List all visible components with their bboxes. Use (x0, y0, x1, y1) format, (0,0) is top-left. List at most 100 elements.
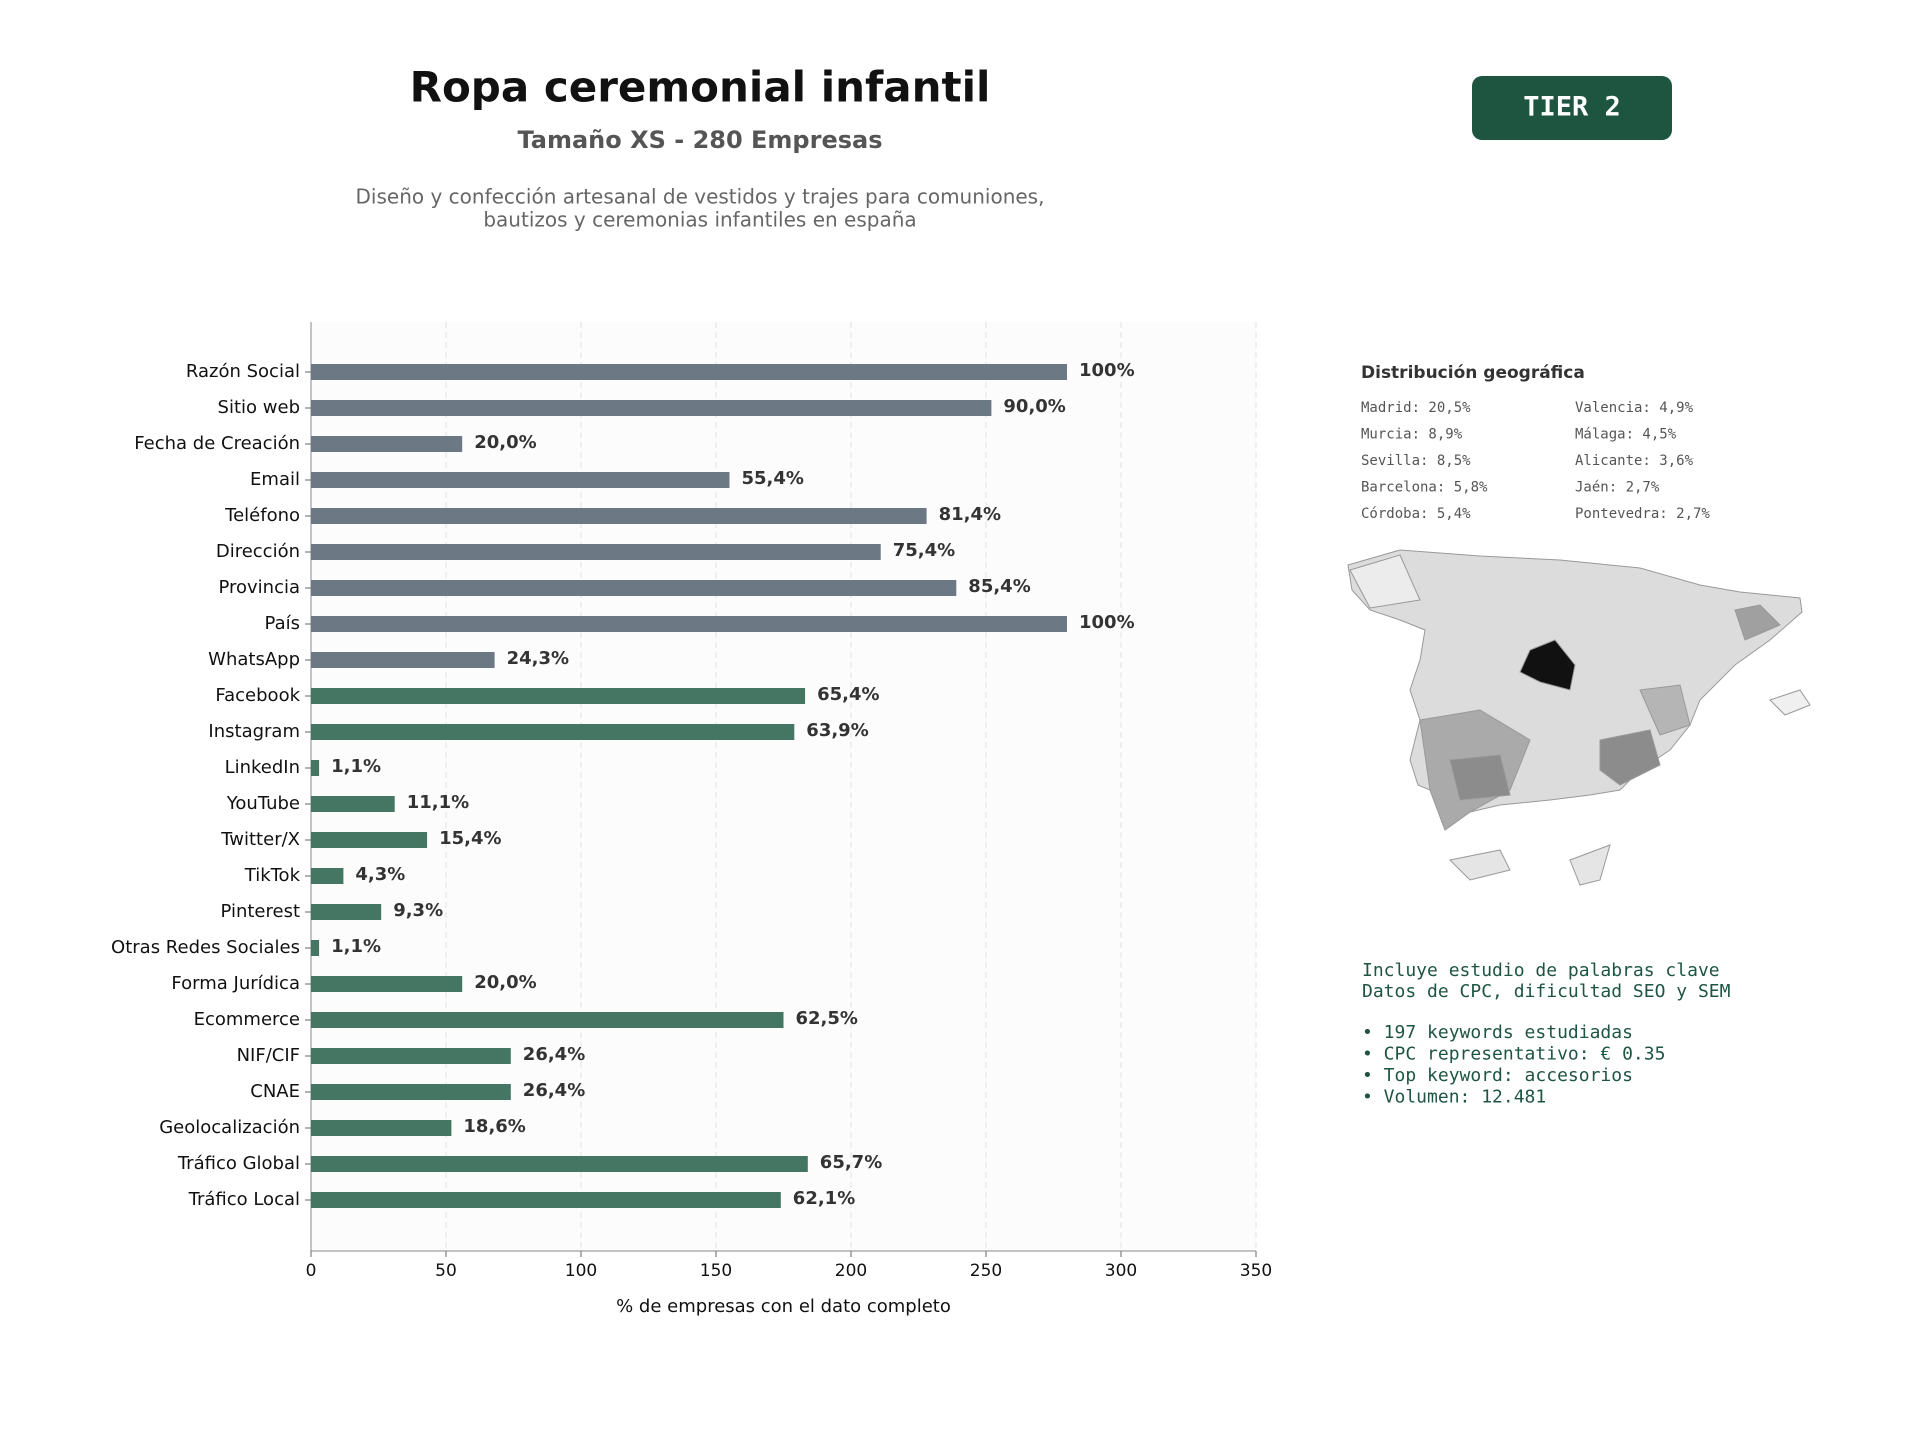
geo-item: Madrid: 20,5% (1361, 400, 1471, 416)
region (1449, 754, 1511, 801)
keywords-bullet: • Top keyword: accesorios (1362, 1065, 1633, 1086)
keywords-bullet: • Volumen: 12.481 (1362, 1087, 1546, 1108)
bar (311, 1084, 511, 1100)
keywords-bullet: • 197 keywords estudiadas (1362, 1022, 1633, 1043)
value-label: 65,4% (817, 684, 879, 705)
x-axis-label: % de empresas con el dato completo (616, 1296, 951, 1317)
y-tick-label: WhatsApp (208, 649, 300, 670)
y-tick-label: Email (250, 469, 300, 490)
value-label: 4,3% (355, 864, 405, 885)
x-tick-label: 50 (435, 1261, 457, 1281)
value-label: 9,3% (393, 900, 443, 921)
y-tick-label: Facebook (215, 685, 300, 706)
value-label: 100% (1079, 360, 1135, 381)
bar (311, 652, 495, 668)
y-tick-label: NIF/CIF (237, 1045, 300, 1066)
y-tick-label: Instagram (208, 721, 300, 742)
value-label: 62,1% (793, 1188, 855, 1209)
y-tick-label: Teléfono (224, 505, 300, 526)
region (1639, 684, 1691, 736)
value-label: 1,1% (331, 936, 381, 957)
bar (311, 760, 320, 776)
y-tick-label: CNAE (250, 1081, 300, 1102)
bar (311, 1012, 784, 1028)
value-label: 11,1% (407, 792, 469, 813)
y-tick-label: Ecommerce (194, 1009, 300, 1030)
bar (311, 508, 927, 524)
bar (311, 544, 881, 560)
bar (311, 364, 1067, 380)
y-tick-label: Pinterest (220, 901, 300, 922)
value-label: 15,4% (439, 828, 501, 849)
value-label: 85,4% (968, 576, 1030, 597)
y-tick-label: YouTube (226, 793, 300, 814)
geo-item: Valencia: 4,9% (1575, 400, 1694, 416)
value-label: 26,4% (523, 1044, 585, 1065)
islands (1448, 844, 1611, 886)
map (1347, 549, 1811, 886)
y-tick-label: Dirección (216, 541, 300, 562)
bar (311, 1120, 452, 1136)
keywords-intro: Incluye estudio de palabras clave (1362, 960, 1720, 981)
bar (311, 832, 428, 848)
bar (311, 400, 992, 416)
y-tick-label: LinkedIn (225, 757, 300, 778)
y-tick-label: Forma Jurídica (171, 973, 300, 994)
geo-item: Sevilla: 8,5% (1361, 453, 1471, 469)
badge-bg (1472, 76, 1672, 140)
value-label: 63,9% (806, 720, 868, 741)
bar (311, 616, 1067, 632)
value-label: 1,1% (331, 756, 381, 777)
value-label: 65,7% (820, 1152, 882, 1173)
bar (311, 688, 806, 704)
region (1519, 639, 1576, 691)
badge: TIER 2 (1523, 92, 1621, 123)
x-tick-label: 0 (306, 1261, 317, 1281)
bar (311, 940, 320, 956)
bar (311, 868, 344, 884)
value-label: 26,4% (523, 1080, 585, 1101)
x-tick-label: 350 (1240, 1261, 1272, 1281)
value-label: 81,4% (939, 504, 1001, 525)
bar (311, 724, 795, 740)
keywords-intro: Datos de CPC, dificultad SEO y SEM (1362, 981, 1731, 1002)
bar (311, 976, 463, 992)
region (1599, 729, 1661, 786)
plot-area (311, 322, 1256, 1251)
bar (311, 436, 463, 452)
description: bautizos y ceremonias infantiles en espa… (483, 208, 916, 232)
bar (311, 904, 382, 920)
x-tick-label: 100 (565, 1261, 597, 1281)
x-tick-label: 200 (835, 1261, 867, 1281)
value-label: 55,4% (742, 468, 804, 489)
value-label: 18,6% (463, 1116, 525, 1137)
y-tick-label: Tráfico Global (177, 1153, 300, 1174)
bar (311, 472, 730, 488)
x-tick-label: 300 (1105, 1261, 1137, 1281)
description: Diseño y confección artesanal de vestido… (356, 185, 1045, 209)
value-label: 20,0% (474, 972, 536, 993)
region (1734, 604, 1781, 641)
x-tick-label: 150 (700, 1261, 732, 1281)
bar (311, 580, 957, 596)
chart-title: Ropa ceremonial infantil (410, 63, 991, 112)
geo-item: Alicante: 3,6% (1575, 453, 1694, 469)
y-tick-label: Twitter/X (220, 829, 300, 850)
geo-item: Córdoba: 5,4% (1361, 506, 1471, 522)
geo-item: Murcia: 8,9% (1361, 427, 1463, 443)
bar (311, 796, 395, 812)
value-label: 62,5% (796, 1008, 858, 1029)
value-label: 20,0% (474, 432, 536, 453)
bar (311, 1048, 511, 1064)
geo-item: Málaga: 4,5% (1575, 427, 1677, 443)
keywords-bullet: • CPC representativo: € 0.35 (1362, 1044, 1665, 1065)
y-tick-label: Fecha de Creación (134, 433, 300, 454)
bar (311, 1156, 808, 1172)
y-tick-label: Tráfico Local (188, 1189, 300, 1210)
y-tick-label: País (265, 613, 300, 634)
value-label: 75,4% (893, 540, 955, 561)
value-label: 24,3% (507, 648, 569, 669)
value-label: 90,0% (1003, 396, 1065, 417)
bar (311, 1192, 781, 1208)
